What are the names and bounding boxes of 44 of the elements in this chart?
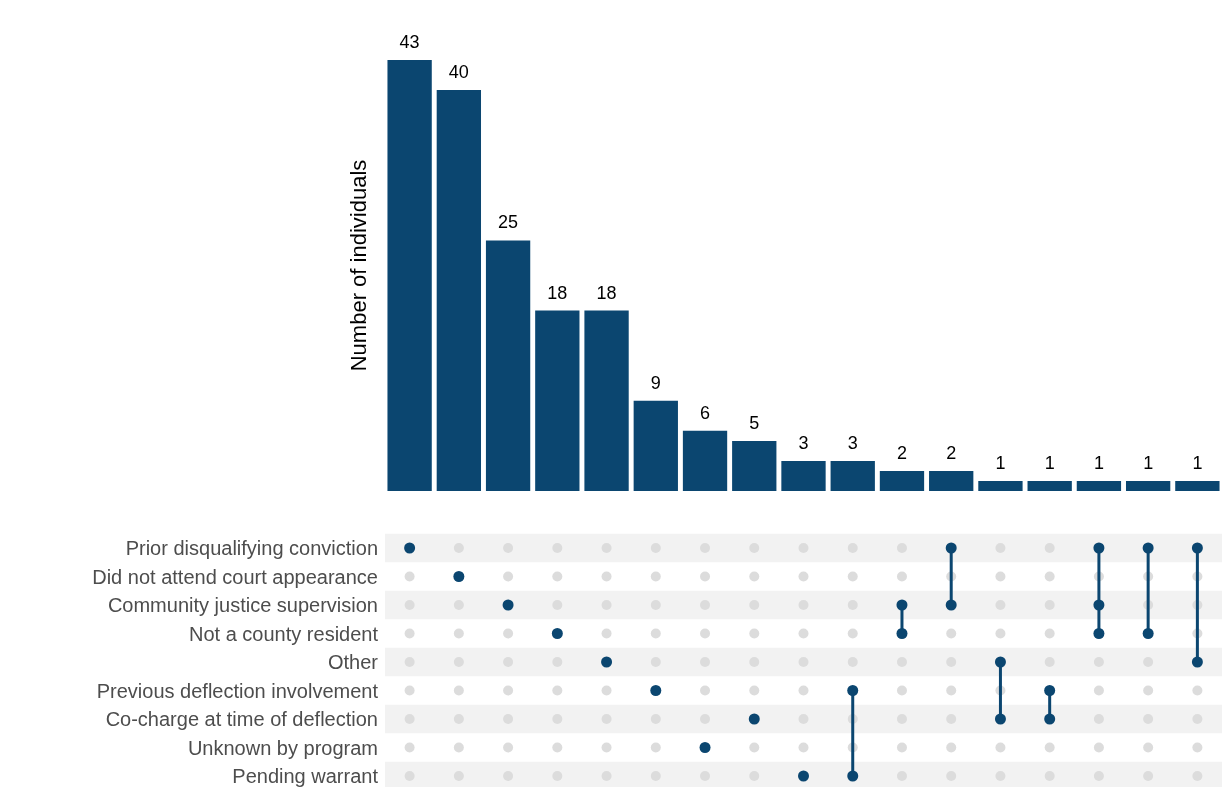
bar [978, 480, 1023, 491]
data-label: 3 [847, 432, 858, 453]
bar [436, 90, 482, 491]
bar [1027, 480, 1072, 491]
bar [1076, 480, 1122, 491]
bar [1175, 480, 1220, 491]
data-label: 2 [946, 442, 957, 463]
bar [929, 470, 974, 491]
text: Previous deflection involvement [96, 678, 378, 703]
data-label: 18 [596, 282, 617, 303]
bar [830, 460, 875, 491]
text: Pending warrant [232, 764, 378, 787]
data-label: 9 [650, 372, 661, 393]
data-label: 1 [1143, 452, 1154, 473]
text: Other [327, 650, 378, 674]
text: Co-charge at time of deflection [105, 707, 378, 731]
data-label: 43 [399, 32, 420, 53]
y-axis-title: Number of individuals [346, 159, 372, 372]
bar [1125, 480, 1171, 491]
bar [387, 60, 432, 491]
bar [879, 470, 925, 491]
text: Not a county resident [189, 621, 378, 646]
data-label: 3 [798, 432, 809, 453]
bar [485, 240, 531, 491]
text: Prior disqualifying conviction [125, 536, 378, 560]
data-label: 2 [896, 442, 907, 463]
text: Did not attend court appearance [92, 564, 378, 589]
data-label: 5 [749, 412, 760, 433]
data-label: 1 [1192, 452, 1203, 473]
bar [781, 460, 826, 491]
bar [535, 310, 580, 491]
bar [633, 400, 678, 491]
data-label: 1 [995, 452, 1006, 473]
bar [682, 430, 728, 491]
data-label: 1 [1044, 452, 1055, 473]
text: Community justice supervision [107, 593, 378, 617]
data-label: 1 [1093, 452, 1104, 473]
bar [732, 440, 777, 491]
data-label: 25 [498, 212, 519, 233]
text: Unknown by program [187, 735, 378, 760]
data-label: 40 [448, 62, 469, 83]
data-label: 18 [547, 282, 568, 303]
data-label: 6 [700, 402, 711, 423]
bar [584, 310, 629, 491]
